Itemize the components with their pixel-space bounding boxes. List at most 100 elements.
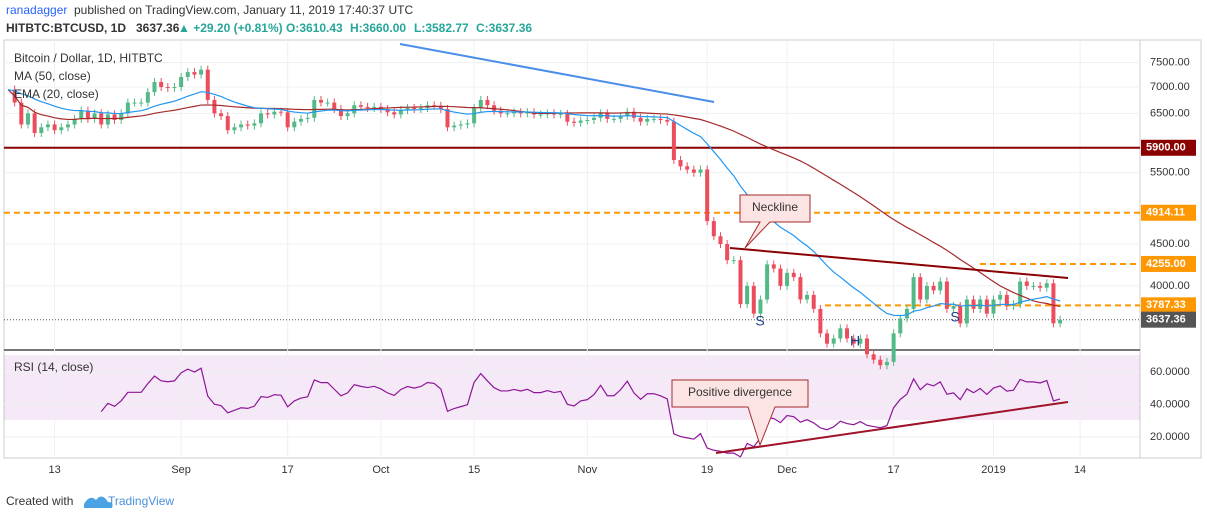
candle-body bbox=[572, 121, 576, 123]
candle-body bbox=[731, 260, 736, 262]
publisher[interactable]: ranadagger bbox=[6, 3, 67, 17]
candle-body bbox=[851, 338, 856, 344]
x-tick-label: 17 bbox=[887, 464, 899, 476]
candle-body bbox=[205, 69, 210, 100]
candle-body bbox=[818, 308, 823, 334]
candle-body bbox=[59, 127, 64, 131]
candle-body bbox=[252, 123, 257, 126]
candle-body bbox=[984, 299, 989, 314]
x-tick-label: Nov bbox=[578, 464, 598, 476]
neckline-callout bbox=[739, 194, 811, 249]
y-tick-label: 7500.00 bbox=[1150, 56, 1190, 68]
candle-body bbox=[19, 102, 24, 125]
candle-body bbox=[112, 114, 117, 120]
ohlc-high: H:3660.00 bbox=[350, 21, 406, 35]
candle-body bbox=[611, 118, 616, 120]
candle-body bbox=[152, 81, 157, 93]
x-tick-label: 14 bbox=[1074, 464, 1086, 476]
indicator-label: EMA (20, close) bbox=[14, 87, 99, 101]
candle-body bbox=[465, 123, 470, 125]
ema-line bbox=[7, 88, 1061, 317]
candle-body bbox=[79, 110, 84, 119]
candle-body bbox=[272, 111, 277, 115]
candle-body bbox=[358, 105, 363, 107]
candle-body bbox=[1004, 294, 1009, 307]
footer-created: Created with bbox=[6, 494, 73, 508]
candle-body bbox=[492, 105, 497, 111]
candle-body bbox=[911, 277, 916, 309]
candle-body bbox=[265, 113, 270, 115]
candle-body bbox=[1018, 281, 1023, 305]
rsi-tick-label: 40.0000 bbox=[1150, 398, 1190, 410]
candle-body bbox=[1044, 283, 1049, 288]
candle-body bbox=[685, 166, 690, 170]
candle-body bbox=[958, 306, 963, 324]
candle-body bbox=[978, 299, 983, 309]
candle-body bbox=[1024, 281, 1029, 286]
candle-body bbox=[698, 169, 703, 173]
divergence-line bbox=[715, 401, 1069, 454]
candle-body bbox=[72, 118, 77, 125]
head-label: H bbox=[850, 333, 860, 349]
candle-body bbox=[25, 113, 30, 125]
candle-body bbox=[338, 109, 343, 117]
level-tag bbox=[1141, 297, 1196, 314]
x-tick-label: Sep bbox=[171, 464, 191, 476]
candle-body bbox=[891, 333, 896, 362]
candle-body bbox=[199, 69, 204, 75]
candle-body bbox=[32, 113, 37, 134]
candle-body bbox=[691, 169, 696, 173]
neckline bbox=[729, 247, 1069, 279]
ma-line bbox=[7, 89, 1061, 308]
footer-brand[interactable]: TradingView bbox=[108, 494, 174, 508]
candle-body bbox=[1038, 285, 1043, 288]
candle-body bbox=[845, 328, 850, 339]
candle-body bbox=[85, 110, 90, 119]
candle-body bbox=[332, 102, 337, 110]
candle-body bbox=[1051, 283, 1056, 324]
candle-body bbox=[418, 107, 423, 110]
ohlc-close: C:3637.36 bbox=[476, 21, 532, 35]
candle-body bbox=[172, 87, 177, 89]
candle-body bbox=[125, 102, 130, 114]
x-tick-label: 15 bbox=[468, 464, 480, 476]
candle-body bbox=[591, 117, 596, 120]
neckline-label: Neckline bbox=[752, 200, 798, 214]
candle-body bbox=[139, 102, 144, 104]
candle-body bbox=[232, 127, 237, 131]
candle-body bbox=[518, 112, 523, 114]
candle-body bbox=[711, 221, 716, 237]
candle-body bbox=[558, 113, 563, 115]
shoulder-label: S bbox=[755, 313, 764, 329]
candle-body bbox=[1058, 319, 1063, 324]
candle-body bbox=[405, 107, 410, 111]
candle-body bbox=[92, 113, 97, 119]
candle-body bbox=[898, 318, 903, 334]
candle-body bbox=[931, 285, 936, 291]
candle-body bbox=[219, 113, 224, 117]
ohlc-open: O:3610.43 bbox=[286, 21, 343, 35]
candle-body bbox=[811, 294, 816, 309]
candle-body bbox=[718, 236, 723, 245]
bottom-price-label: 2974.00 bbox=[1145, 343, 1185, 355]
candle-body bbox=[398, 110, 403, 115]
candle-body bbox=[239, 124, 244, 128]
candle-body bbox=[432, 105, 437, 107]
candle-body bbox=[618, 116, 623, 119]
candle-body bbox=[392, 112, 397, 115]
candle-body bbox=[585, 119, 590, 121]
candle-body bbox=[878, 359, 883, 366]
candle-body bbox=[298, 118, 303, 122]
candle-body bbox=[791, 272, 796, 278]
candle-body bbox=[825, 333, 830, 344]
candle-body bbox=[765, 264, 770, 300]
level-label: 4255.00 bbox=[1146, 258, 1186, 270]
candle-body bbox=[805, 294, 810, 300]
candle-body bbox=[778, 268, 783, 286]
candle-body bbox=[964, 299, 969, 324]
change: ▲ +29.20 (+0.81%) bbox=[178, 21, 283, 35]
candle-body bbox=[318, 99, 323, 103]
content: 13 Sep 17 Oct 15 Nov 19 Dec 17 2019 14 7500.00 7000.… bbox=[4, 40, 1196, 476]
candle-body bbox=[305, 117, 310, 119]
